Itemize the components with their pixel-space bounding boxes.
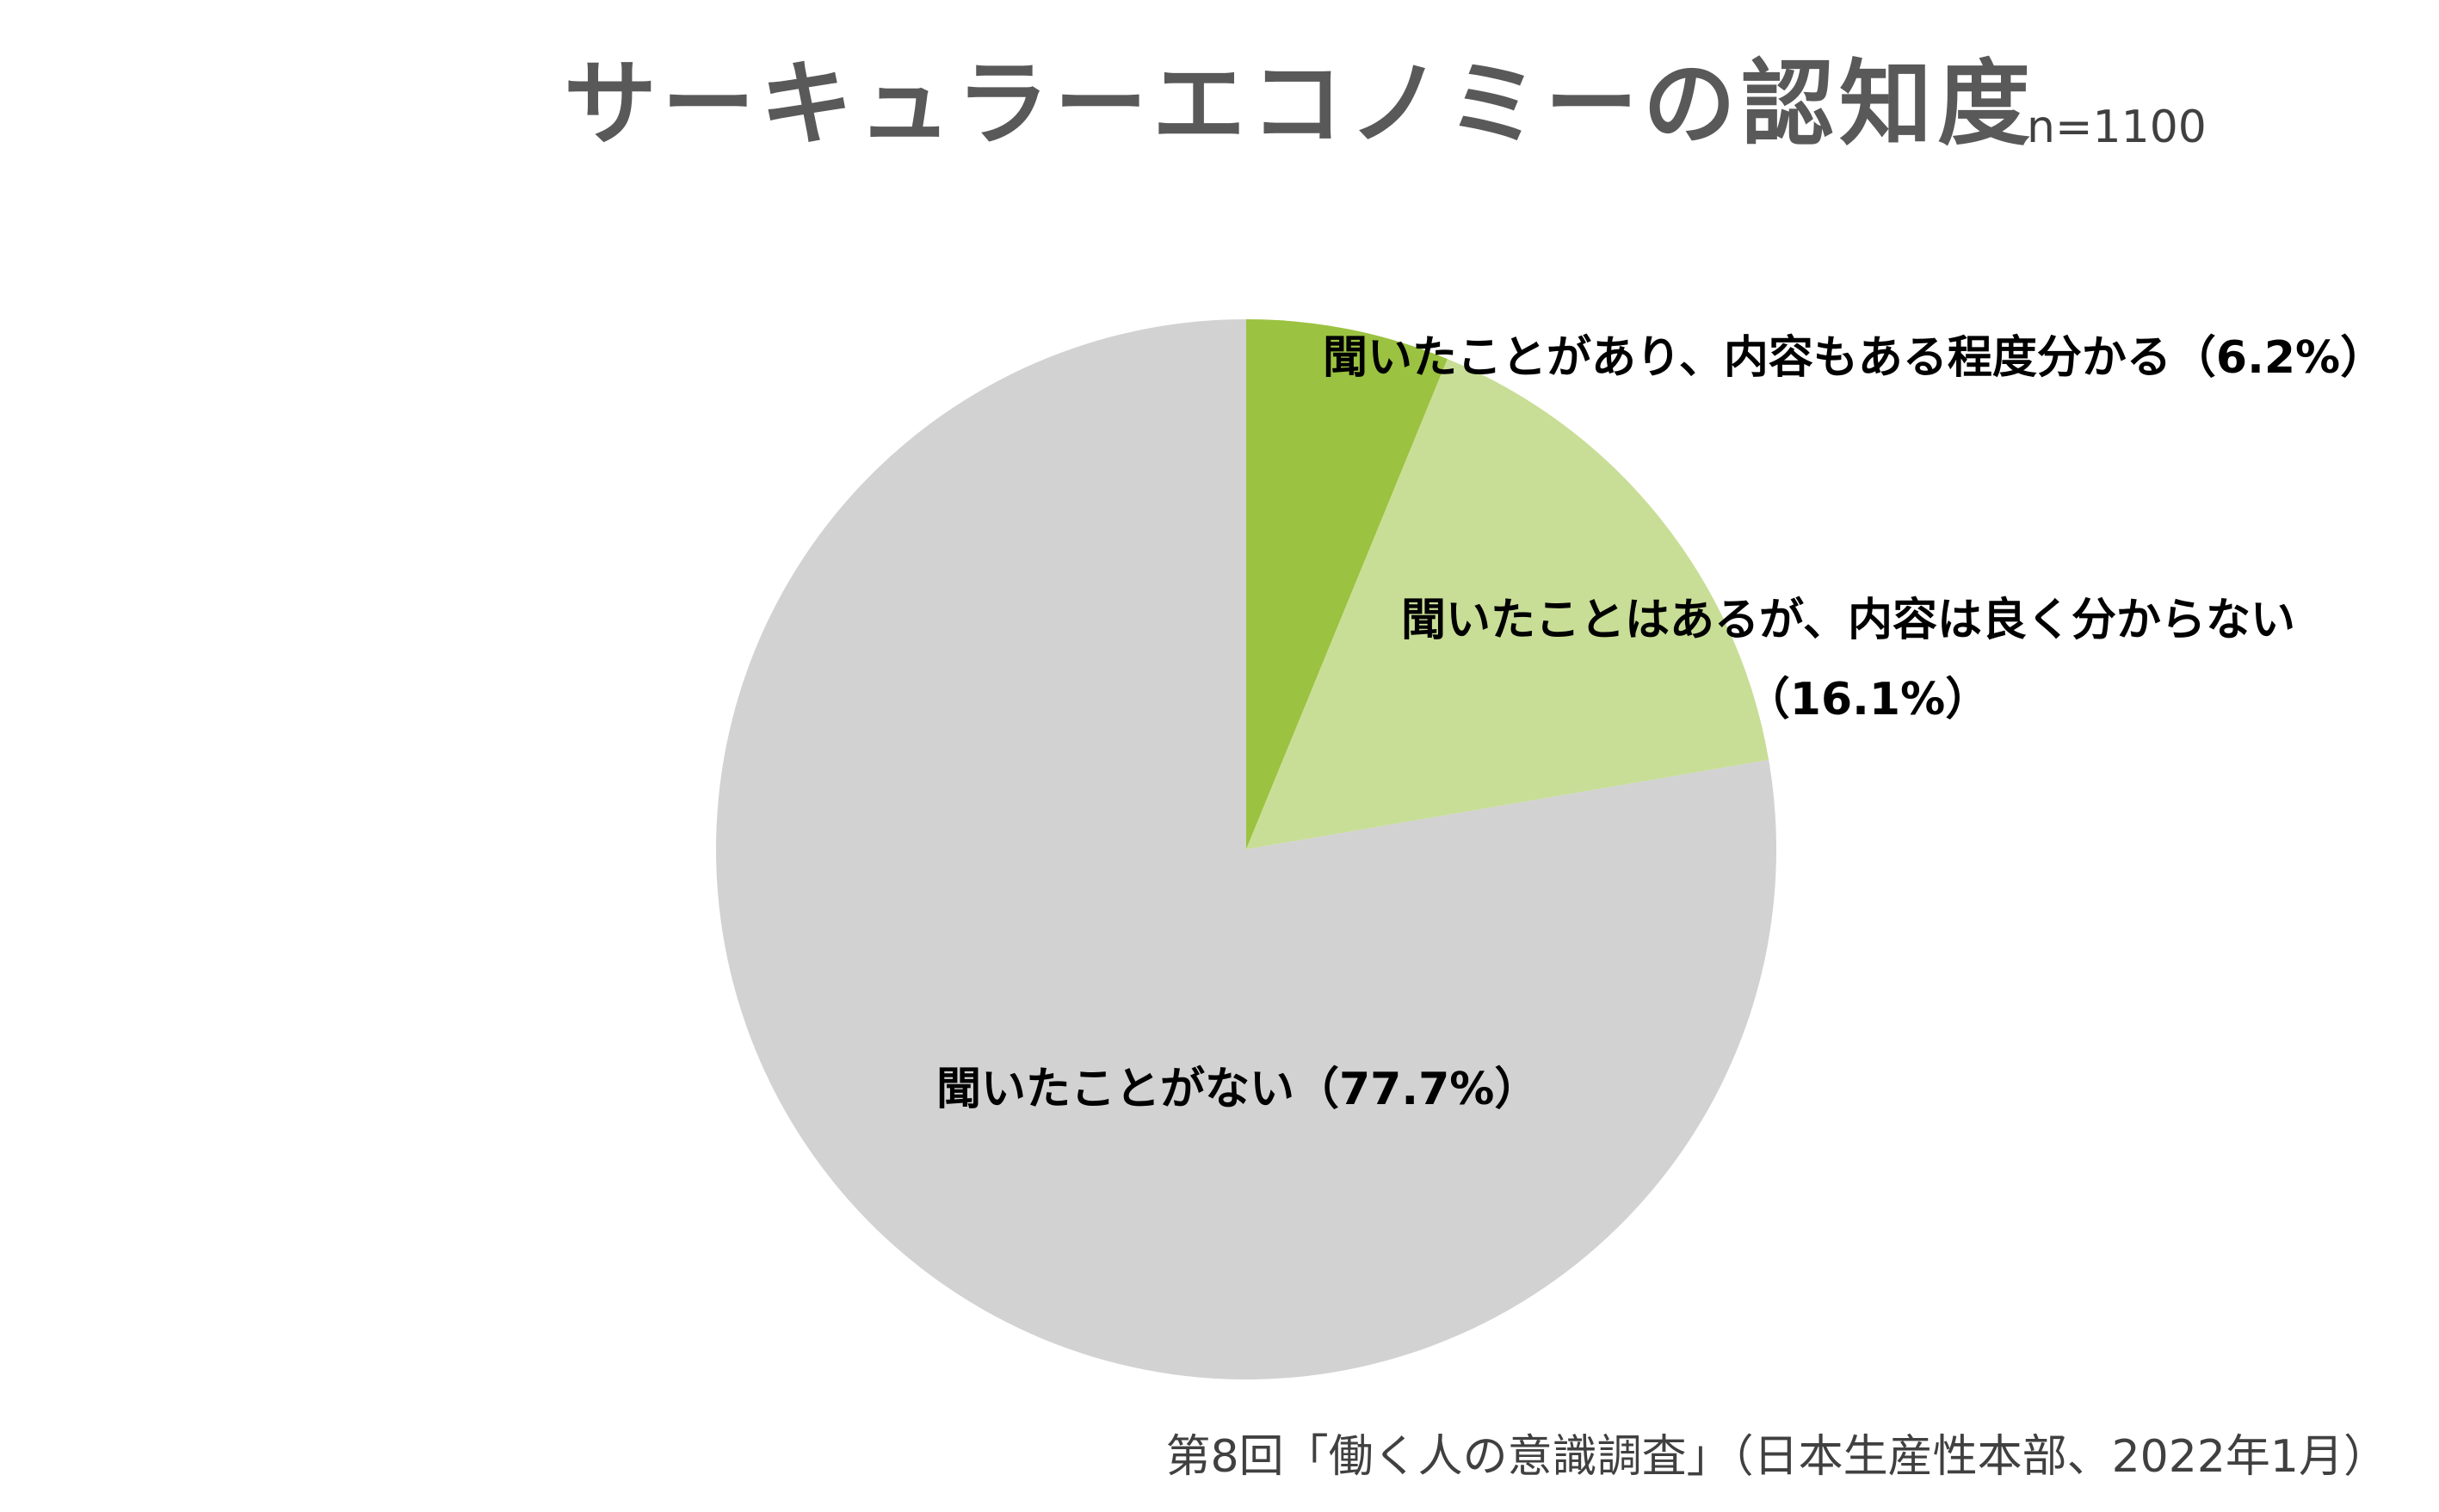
slice-label-never-heard: 聞いたことがない（77.7%） [936,1064,1539,1115]
pie-slices [715,319,1776,1380]
source-note: 第8回「働く人の意識調査」（日本生産性本部、2022年1月） [1165,1431,2388,1483]
slice-label-heard-not-understand-percent: （16.1%） [1745,674,1990,725]
slice-label-heard-not-understand: 聞いたことはあるが、内容は良く分からない [1401,595,2295,646]
pie-slice-understand [1246,319,1448,849]
chart-title: サーキュラーエコノミーの認知度 [564,51,2035,158]
sample-size-label: n=1100 [2027,102,2207,153]
pie-slice-never-heard [715,319,1776,1380]
slice-label-understand: 聞いたことがあり、内容もある程度分かる（6.2%） [1323,332,2385,384]
pie-slice-heard-not-understand [1246,359,1769,849]
